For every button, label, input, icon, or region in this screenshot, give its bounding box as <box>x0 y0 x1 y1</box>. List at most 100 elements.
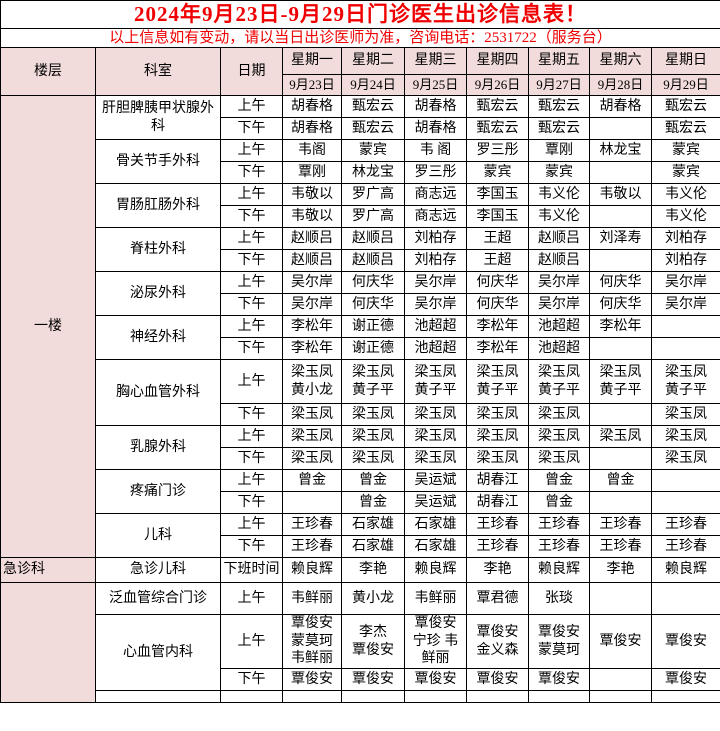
table-row: 下午 梁玉凤 梁玉凤 梁玉凤 梁玉凤 梁玉凤 梁玉凤 <box>1 447 720 470</box>
table-row: 下午 王珍春 石家雄 石家雄 王珍春 王珍春 王珍春 王珍春 <box>1 535 720 558</box>
schedule-cell: 韦 阁 <box>404 139 467 162</box>
schedule-cell: 吴尔岸 <box>528 271 590 294</box>
weekday-header-row: 楼层 科室 日期 星期一 星期二 星期三 星期四 星期五 星期六 星期日 <box>0 47 720 96</box>
schedule-cell: 池超超 <box>404 315 467 338</box>
schedule-cell: 覃俊安 <box>650 614 720 669</box>
schedule-cell: 甄宏云 <box>341 117 405 140</box>
schedule-cell: 梁玉凤 <box>528 425 590 448</box>
date-header-row: 9月23日 9月24日 9月25日 9月26日 9月27日 9月28日 9月29… <box>1 74 720 96</box>
schedule-cell: 胡春格 <box>282 95 342 118</box>
table-row: 下午 赵顺吕 赵顺吕 刘柏存 王超 赵顺吕 刘柏存 <box>1 249 720 272</box>
schedule-cell: 王珍春 <box>466 535 529 558</box>
schedule-cell: 覃俊安 <box>589 614 652 669</box>
schedule-cell <box>589 491 652 514</box>
schedule-cell <box>589 582 652 615</box>
session-cell: 上午 <box>220 582 283 615</box>
schedule-cell: 吴尔岸 <box>528 293 590 316</box>
schedule-cell: 梁玉凤 黄子平 <box>650 359 720 404</box>
schedule-cell: 甄宏云 <box>466 95 529 118</box>
header-weekday-wed: 星期三 <box>404 47 467 75</box>
schedule-cell: 蒙宾 <box>341 139 405 162</box>
session-cell: 下午 <box>220 161 283 184</box>
schedule-cell: 罗广高 <box>341 205 405 228</box>
table-row: 心血管内科 上午 覃俊安 蒙莫珂 韦鲜丽 李杰 覃俊安 覃俊安 宁珍 韦 鲜丽 覃俊安 金… <box>1 614 720 691</box>
schedule-cell: 梁玉凤 黄小龙 <box>282 359 342 404</box>
schedule-cell: 王珍春 <box>650 535 720 558</box>
header-date-mon: 9月23日 <box>282 74 342 96</box>
table-row: 下午 李松年 谢正德 池超超 李松年 池超超 <box>1 337 720 360</box>
schedule-cell <box>466 690 529 703</box>
schedule-cell <box>650 491 720 514</box>
schedule-cell: 何庆华 <box>466 271 529 294</box>
session-cell: 上午 <box>220 469 283 492</box>
header-date: 日期 <box>220 47 283 96</box>
schedule-cell: 韦敬以 <box>282 183 342 206</box>
table-row: 下午 曾金 吴运斌 胡春江 曾金 <box>1 491 720 514</box>
schedule-cell: 池超超 <box>528 315 590 338</box>
schedule-cell <box>589 403 652 426</box>
table-row: 下午 梁玉凤 梁玉凤 梁玉凤 梁玉凤 梁玉凤 梁玉凤 <box>1 403 720 426</box>
schedule-cell: 韦义伦 <box>528 205 590 228</box>
schedule-cell: 赵顺吕 <box>341 227 405 250</box>
schedule-cell: 池超超 <box>404 337 467 360</box>
schedule-cell <box>589 690 652 703</box>
header-date-thu: 9月26日 <box>466 74 529 96</box>
schedule-cell: 石家雄 <box>341 535 405 558</box>
schedule-cell: 赖良辉 <box>404 557 467 583</box>
schedule-cell: 赵顺吕 <box>282 249 342 272</box>
schedule-cell: 王超 <box>466 249 529 272</box>
schedule-cell: 韦鲜丽 <box>404 582 467 615</box>
schedule-cell: 商志远 <box>404 205 467 228</box>
session-cell: 上午 <box>220 315 283 338</box>
schedule-cell: 梁玉凤 <box>589 425 652 448</box>
schedule-cell: 蒙宾 <box>650 139 720 162</box>
schedule-cell <box>650 337 720 360</box>
session-cell: 下班时间 <box>220 557 283 583</box>
schedule-cell: 韦义伦 <box>650 205 720 228</box>
schedule-cell <box>650 315 720 338</box>
schedule-cell: 张琰 <box>528 582 590 615</box>
table-row: 疼痛门诊 上午 曾金 曾金 吴运斌 胡春江 曾金 曾金 <box>1 469 720 514</box>
schedule-cell: 王珍春 <box>528 513 590 536</box>
schedule-cell: 李艳 <box>466 557 529 583</box>
schedule-cell: 梁玉凤 <box>404 425 467 448</box>
schedule-cell: 覃俊安 <box>341 668 405 691</box>
table-row: 脊柱外科 上午 赵顺吕 赵顺吕 刘柏存 王超 赵顺吕 刘泽寿 刘柏存 <box>1 227 720 272</box>
schedule-cell: 石家雄 <box>404 535 467 558</box>
schedule-cell: 曾金 <box>282 469 342 492</box>
schedule-cell: 胡春格 <box>589 95 652 118</box>
schedule-cell: 覃俊安 <box>528 668 590 691</box>
department-cell <box>95 690 221 703</box>
header-date-sat: 9月28日 <box>589 74 652 96</box>
schedule-cell: 王珍春 <box>282 513 342 536</box>
department-cell: 儿科 <box>95 513 221 558</box>
schedule-cell: 何庆华 <box>341 271 405 294</box>
schedule-cell: 梁玉凤 <box>282 425 342 448</box>
schedule-cell: 梁玉凤 <box>466 447 529 470</box>
schedule-cell: 王珍春 <box>282 535 342 558</box>
session-cell <box>220 690 283 703</box>
schedule-cell: 覃君德 <box>466 582 529 615</box>
session-cell: 下午 <box>220 491 283 514</box>
table-row: 一楼 肝胆脾胰甲状腺外科 上午 胡春格 甄宏云 胡春格 甄宏云 甄宏云 胡春格 甄宏云 <box>0 95 720 558</box>
schedule-cell: 梁玉凤 <box>404 403 467 426</box>
schedule-cell <box>341 690 405 703</box>
schedule-cell: 甄宏云 <box>528 95 590 118</box>
schedule-cell: 覃俊安 <box>282 668 342 691</box>
session-cell: 上午 <box>220 425 283 448</box>
table-row <box>1 690 720 703</box>
schedule-cell: 李国玉 <box>466 183 529 206</box>
schedule-cell: 韦鲜丽 <box>282 582 342 615</box>
session-cell: 下午 <box>220 668 283 691</box>
schedule-cell: 吴尔岸 <box>282 271 342 294</box>
schedule-cell: 李杰 覃俊安 <box>341 614 405 669</box>
schedule-cell <box>404 690 467 703</box>
notice-text: 以上信息如有变动，请以当日出诊医师为准，咨询电话：2531722（服务台） <box>0 28 720 48</box>
header-department: 科室 <box>95 47 221 96</box>
schedule-cell: 曾金 <box>341 491 405 514</box>
schedule-cell: 王珍春 <box>589 513 652 536</box>
department-cell: 乳腺外科 <box>95 425 221 470</box>
schedule-cell: 王珍春 <box>589 535 652 558</box>
schedule-cell: 曾金 <box>528 469 590 492</box>
